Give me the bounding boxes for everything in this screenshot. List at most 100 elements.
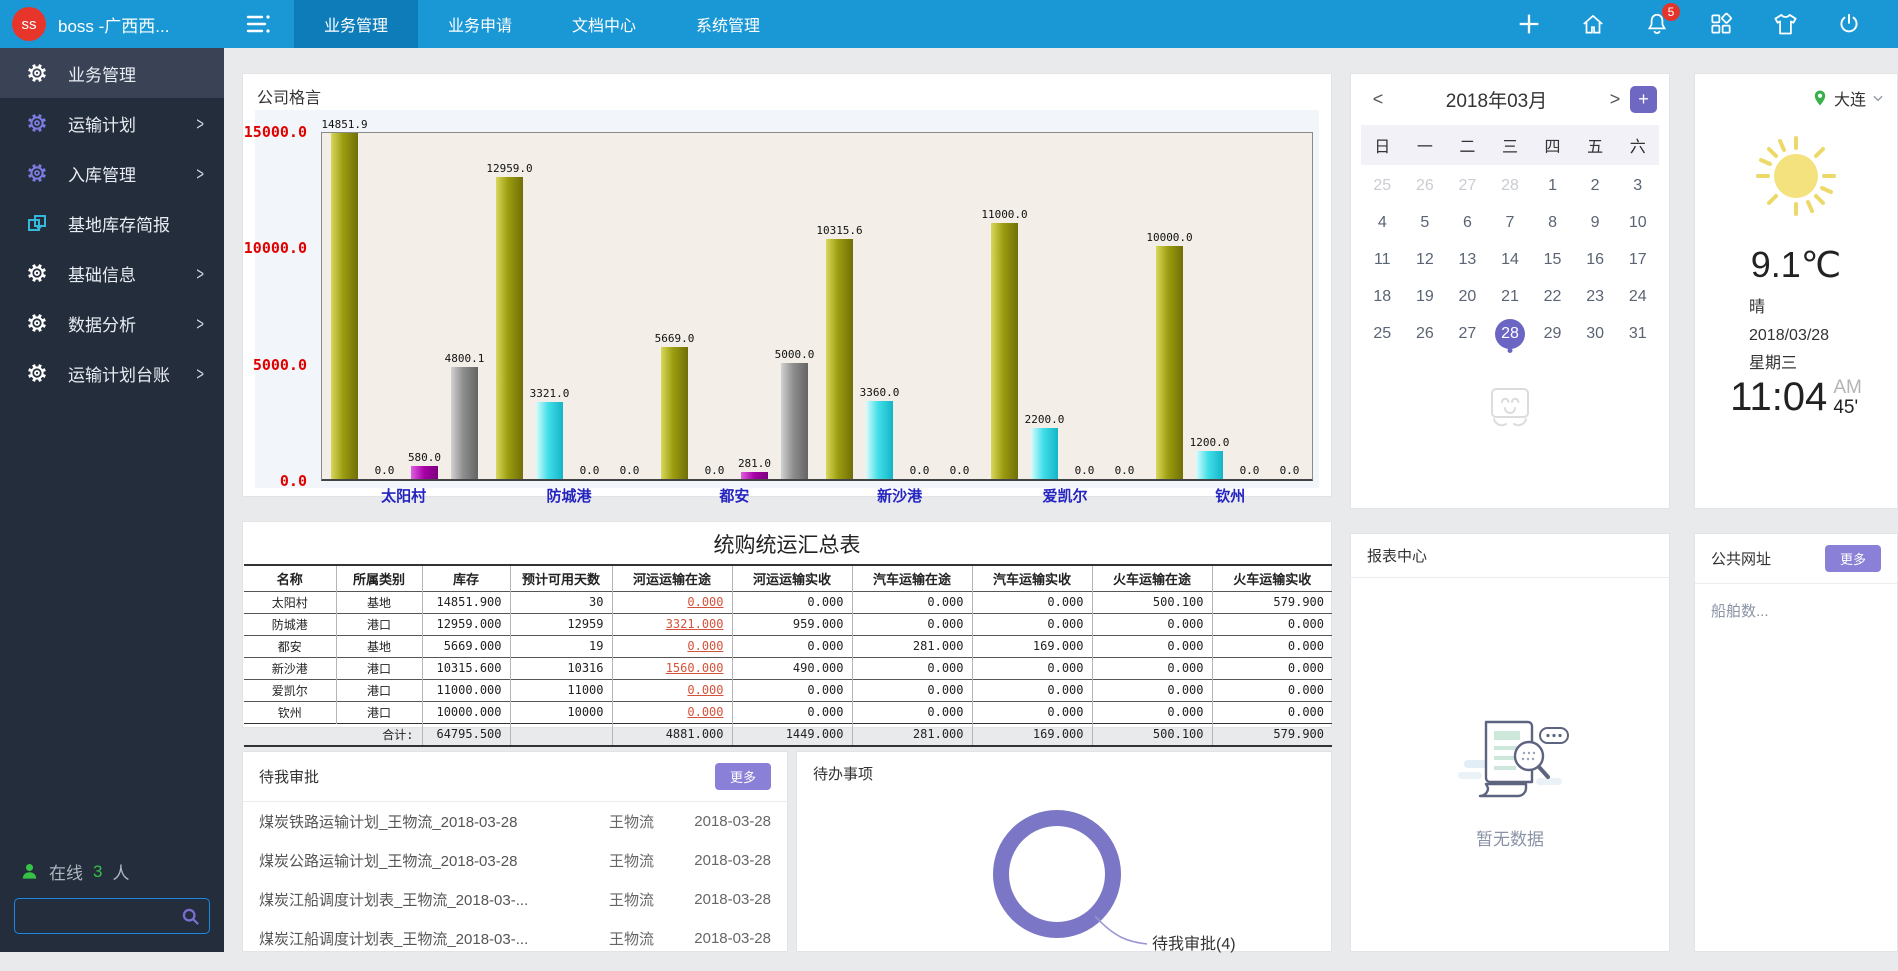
menu-collapse-icon[interactable] (224, 0, 294, 48)
notifications-icon[interactable]: 5 (1642, 3, 1680, 39)
add-icon[interactable] (1514, 9, 1544, 39)
calendar-day-27[interactable]: 27 (1446, 315, 1489, 352)
column-header: 库存 (421, 564, 510, 591)
sidebar-item-基地库存简报[interactable]: 基地库存简报 (0, 198, 224, 248)
calendar-day-22[interactable]: 22 (1531, 278, 1574, 315)
calendar-day-19[interactable]: 19 (1404, 278, 1447, 315)
links-more-button[interactable]: 更多 (1824, 545, 1881, 572)
app-title: boss -广西西... (58, 16, 170, 36)
logo-area: ss boss -广西西... (0, 0, 224, 48)
calendar-day-26[interactable]: 26 (1404, 167, 1447, 204)
calendar-prev-button[interactable]: < (1372, 89, 1384, 109)
cell-库存: 10315.600 (421, 656, 510, 679)
calendar-next-button[interactable]: > (1609, 89, 1621, 109)
bar-value-label: 580.0 (407, 451, 442, 464)
calendar-day-24[interactable]: 24 (1616, 278, 1659, 315)
sidebar-item-运输计划台账[interactable]: 运输计划台账 > (0, 348, 224, 398)
bar-cyan (1196, 451, 1223, 479)
gear-icon (26, 262, 48, 284)
approval-date: 2018-03-28 (694, 930, 771, 947)
calendar-day-28[interactable]: 28 (1489, 315, 1532, 353)
calendar-add-button[interactable]: + (1630, 86, 1657, 113)
power-icon[interactable] (1834, 9, 1864, 39)
river-transit-link[interactable]: 0.000 (687, 595, 724, 609)
approval-item[interactable]: 煤炭铁路运输计划_王物流_2018-03-28 王物流 2018-03-28 (243, 802, 787, 841)
approval-item[interactable]: 煤炭江船调度计划表_王物流_2018-03-... 王物流 2018-03-28 (243, 919, 787, 958)
calendar-day-23[interactable]: 23 (1574, 278, 1617, 315)
gear-icon (26, 112, 48, 134)
apps-grid-icon[interactable] (1706, 9, 1736, 39)
river-transit-link[interactable]: 0.000 (687, 683, 724, 697)
calendar-day-11[interactable]: 11 (1361, 241, 1404, 278)
calendar-day-28[interactable]: 28 (1489, 167, 1532, 204)
calendar-day-14[interactable]: 14 (1489, 241, 1532, 278)
bar-group-防城港: 12959.0 3321.0 0.0 0.0 (486, 133, 652, 479)
day-number: 23 (1586, 287, 1605, 305)
temperature: 9.1℃ (1750, 244, 1842, 285)
home-icon[interactable] (1578, 9, 1608, 39)
approval-user: 王物流 (609, 814, 655, 831)
calendar-day-25[interactable]: 25 (1361, 167, 1404, 204)
sun-icon (1695, 130, 1897, 222)
calendar-day-9[interactable]: 9 (1574, 204, 1617, 241)
calendar-day-1[interactable]: 1 (1531, 167, 1574, 204)
sidebar-item-业务管理[interactable]: 业务管理 (0, 48, 224, 98)
approval-user: 王物流 (609, 892, 655, 909)
river-transit-link[interactable]: 3321.000 (665, 617, 724, 631)
river-transit-link[interactable]: 0.000 (687, 705, 724, 719)
sidebar-item-label: 入库管理 (68, 165, 136, 185)
calendar-day-17[interactable]: 17 (1616, 241, 1659, 278)
bar-magenta (741, 472, 768, 479)
calendar-day-4[interactable]: 4 (1361, 204, 1404, 241)
sidebar-item-运输计划[interactable]: 运输计划 > (0, 98, 224, 148)
approvals-more-button[interactable]: 更多 (714, 763, 771, 790)
calendar-day-21[interactable]: 21 (1489, 278, 1532, 315)
calendar-day-13[interactable]: 13 (1446, 241, 1489, 278)
cell-库存: 11000.000 (421, 678, 510, 701)
public-link-item[interactable]: 船舶数... (1711, 603, 1769, 620)
cell-名称: 防城港 (244, 612, 336, 635)
tab-系统管理[interactable]: 系统管理 (696, 18, 761, 35)
calendar-day-20[interactable]: 20 (1446, 278, 1489, 315)
sidebar-item-label: 基础信息 (68, 265, 136, 285)
theme-shirt-icon[interactable] (1770, 9, 1800, 39)
calendar-day-2[interactable]: 2 (1574, 167, 1617, 204)
sidebar-item-基础信息[interactable]: 基础信息 > (0, 248, 224, 298)
calendar-day-12[interactable]: 12 (1404, 241, 1447, 278)
approval-name: 煤炭铁路运输计划_王物流_2018-03-28 (259, 814, 518, 831)
calendar-day-26[interactable]: 26 (1404, 315, 1447, 352)
calendar-day-25[interactable]: 25 (1361, 315, 1404, 352)
tab-文档中心[interactable]: 文档中心 (572, 18, 637, 35)
day-number: 1 (1548, 176, 1558, 194)
calendar-day-7[interactable]: 7 (1489, 204, 1532, 241)
calendar-day-10[interactable]: 10 (1616, 204, 1659, 241)
city-selector[interactable]: 大连 (1695, 74, 1897, 110)
calendar-day-31[interactable]: 31 (1616, 315, 1659, 352)
tab-业务管理[interactable]: 业务管理 (294, 0, 419, 48)
calendar-day-8[interactable]: 8 (1531, 204, 1574, 241)
approval-item[interactable]: 煤炭公路运输计划_王物流_2018-03-28 王物流 2018-03-28 (243, 841, 787, 880)
calendar-day-29[interactable]: 29 (1531, 315, 1574, 352)
tab-业务申请[interactable]: 业务申请 (448, 18, 513, 35)
calendar-panel: < 2018年03月 > + 日一二三四五六 25 26 27 28 1 2 3 4 5 6 7 8 9… (1350, 73, 1670, 509)
day-number: 14 (1501, 250, 1519, 268)
calendar-day-18[interactable]: 18 (1361, 278, 1404, 315)
search-input[interactable] (15, 899, 209, 933)
river-transit-link[interactable]: 1560.000 (665, 661, 724, 675)
bar-slot: 0.0 (1111, 133, 1138, 479)
river-transit-link[interactable]: 0.000 (687, 639, 724, 653)
day-number: 28 (1494, 318, 1525, 349)
calendar-day-5[interactable]: 5 (1404, 204, 1447, 241)
sidebar-item-入库管理[interactable]: 入库管理 > (0, 148, 224, 198)
search-icon[interactable] (180, 906, 201, 932)
calendar-day-30[interactable]: 30 (1574, 315, 1617, 352)
bar-value-label: 5669.0 (654, 332, 695, 345)
calendar-day-6[interactable]: 6 (1446, 204, 1489, 241)
calendar-day-27[interactable]: 27 (1446, 167, 1489, 204)
calendar-day-16[interactable]: 16 (1574, 241, 1617, 278)
calendar-day-3[interactable]: 3 (1616, 167, 1659, 204)
calendar-day-15[interactable]: 15 (1531, 241, 1574, 278)
sidebar-item-数据分析[interactable]: 数据分析 > (0, 298, 224, 348)
sidebar-item-label: 业务管理 (68, 65, 136, 85)
approval-item[interactable]: 煤炭江船调度计划表_王物流_2018-03-... 王物流 2018-03-28 (243, 880, 787, 919)
